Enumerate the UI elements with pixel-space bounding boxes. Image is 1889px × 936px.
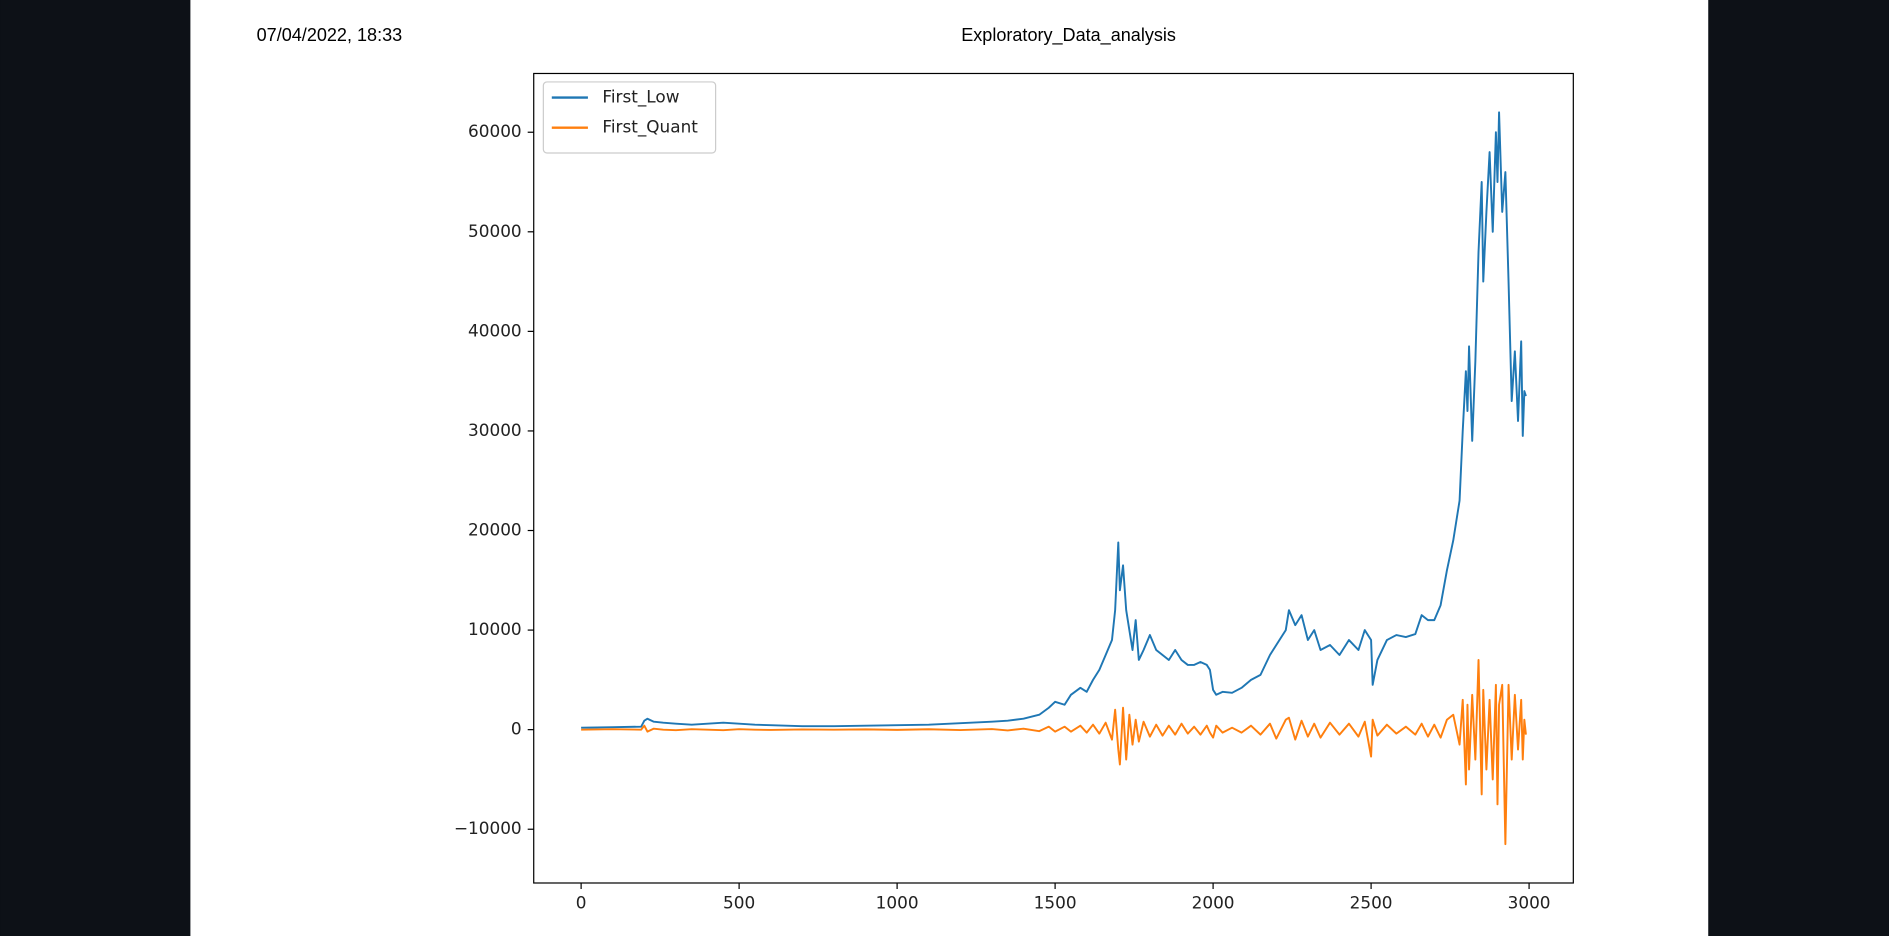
page-title: Exploratory_Data_analysis (961, 25, 1176, 46)
x-tick-label: 2500 (1350, 892, 1393, 912)
x-tick-label: 500 (723, 892, 755, 912)
y-tick-label: 50000 (468, 221, 522, 241)
x-tick-label: 3000 (1508, 892, 1551, 912)
y-tick-label: 10000 (468, 619, 522, 639)
x-tick-label: 0 (576, 892, 587, 912)
y-tick-label: 30000 (468, 420, 522, 440)
paper (190, 0, 1709, 936)
legend-label: First_Quant (602, 117, 698, 138)
series-line (581, 658, 1527, 846)
y-tick-label: 20000 (468, 520, 522, 540)
x-tick-label: 1000 (876, 892, 919, 912)
series-line (581, 111, 1527, 729)
plot-frame (533, 72, 1574, 884)
y-tick-label: 40000 (468, 320, 522, 340)
y-tick-label: 60000 (468, 121, 522, 141)
legend-box (542, 81, 717, 154)
x-tick-label: 1500 (1034, 892, 1077, 912)
x-tick-label: 2000 (1192, 892, 1235, 912)
timestamp: 07/04/2022, 18:33 (257, 25, 403, 45)
y-tick-label: 0 (511, 719, 522, 739)
y-tick-label: −10000 (454, 818, 522, 838)
legend-label: First_Low (602, 87, 679, 108)
